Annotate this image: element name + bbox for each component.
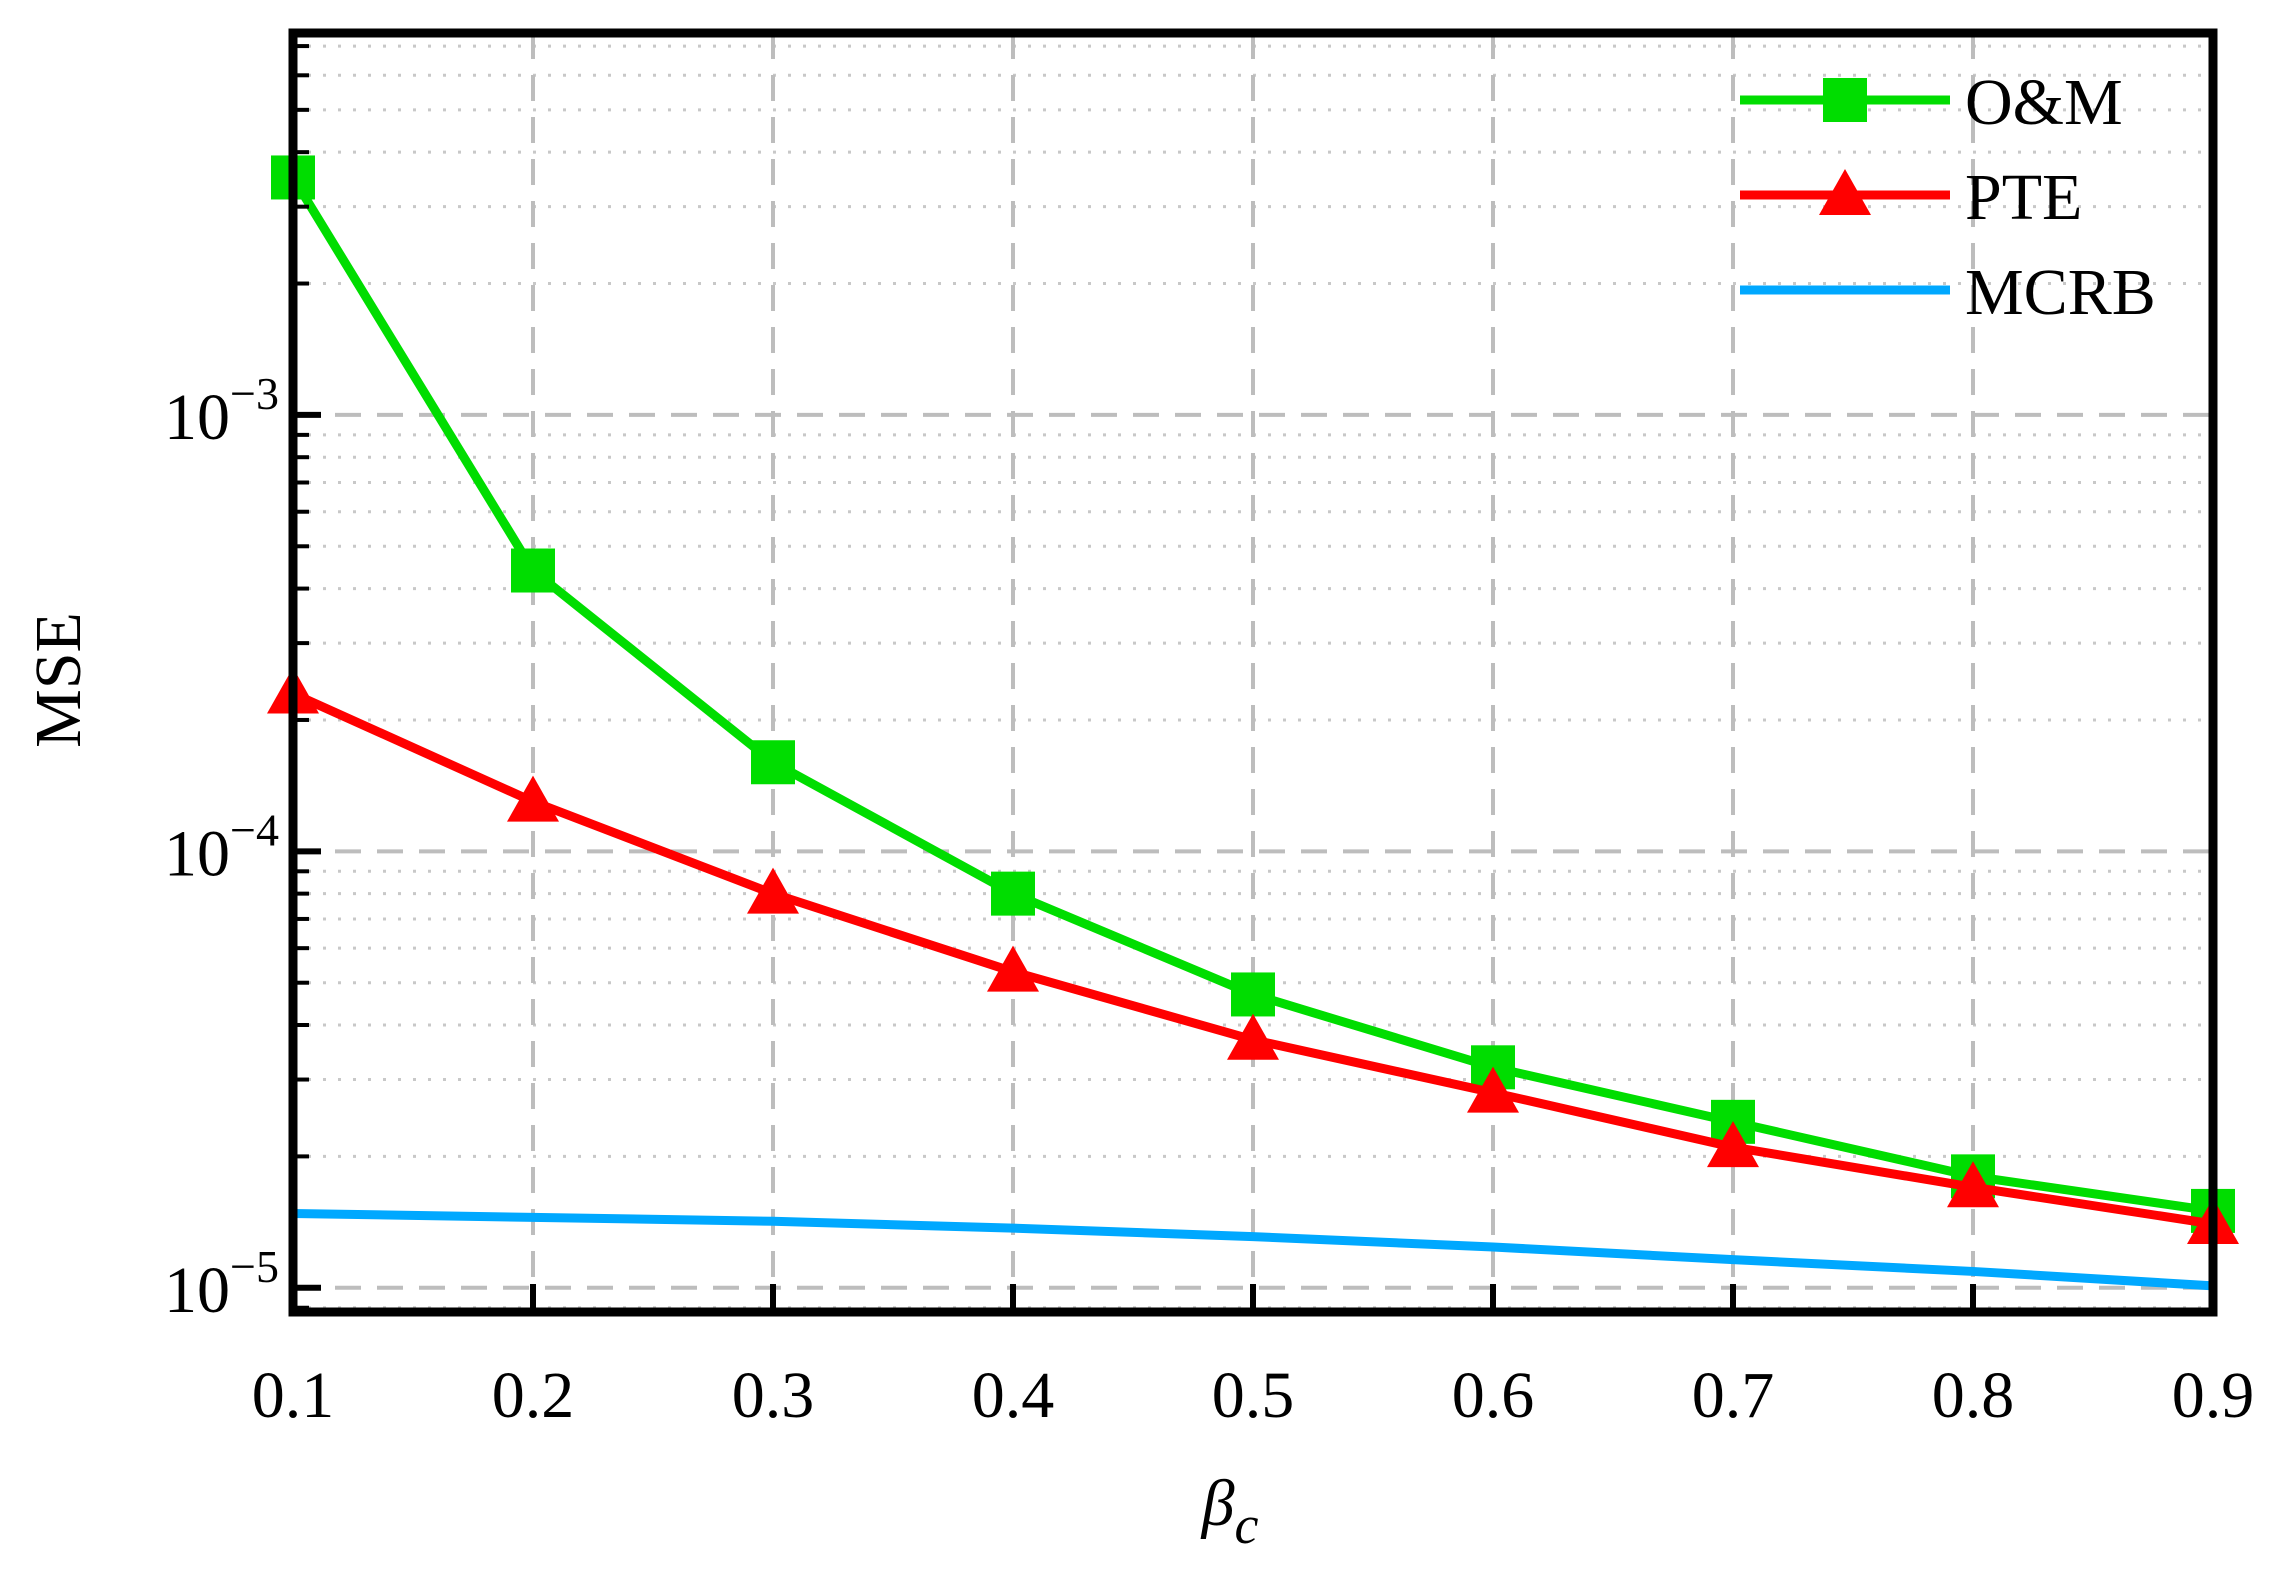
legend-entry-0: O&M xyxy=(1740,66,2123,139)
x-tick-label-2: 0.3 xyxy=(732,1359,815,1432)
x-axis-title-symbol: β xyxy=(1200,1467,1235,1540)
data-point-1-7 xyxy=(1947,1161,1999,1208)
x-tick-label-0: 0.1 xyxy=(252,1359,335,1432)
x-tick-labels: 0.1 0.2 0.3 0.4 0.5 0.6 0.7 0.8 0.9 xyxy=(252,1359,2255,1432)
legend-swatch-marker-0 xyxy=(1823,78,1867,122)
legend-entry-1: PTE xyxy=(1740,161,2082,234)
series-o-m xyxy=(271,155,2235,1233)
series-line-2 xyxy=(292,1208,2214,1291)
y-axis-title: MSE xyxy=(22,612,95,748)
x-tick-label-3: 0.4 xyxy=(972,1359,1055,1432)
major-grid xyxy=(293,33,2213,1312)
legend-swatch-marker-1 xyxy=(1819,169,1871,215)
data-point-0-1 xyxy=(511,548,555,593)
y-tick-label-1: 10−4 xyxy=(164,804,279,890)
legend-label-1: PTE xyxy=(1965,161,2082,234)
y-tick-label-exponent: −3 xyxy=(230,368,279,419)
data-point-1-6 xyxy=(1707,1121,1759,1168)
legend-label-0: O&M xyxy=(1965,66,2123,139)
y-tick-labels: 10−510−410−3 xyxy=(164,368,279,1327)
series-layer xyxy=(267,155,2239,1291)
y-tick-label-exponent: −4 xyxy=(230,804,279,855)
x-tick-label-5: 0.6 xyxy=(1452,1359,1535,1432)
y-tick-label-base: 10 xyxy=(164,817,230,890)
x-tick-label-1: 0.2 xyxy=(492,1359,575,1432)
y-tick-label-base: 10 xyxy=(164,381,230,454)
data-point-0-3 xyxy=(991,871,1035,916)
x-tick-label-6: 0.7 xyxy=(1692,1359,1775,1432)
legend-entry-2: MCRB xyxy=(1740,256,2156,329)
y-tick-label-base: 10 xyxy=(164,1254,230,1327)
x-axis-title: βc xyxy=(1200,1467,1259,1555)
data-point-0-2 xyxy=(751,740,795,785)
data-point-1-1 xyxy=(507,775,559,822)
data-point-1-2 xyxy=(747,867,799,914)
axis-ticks xyxy=(290,44,2216,1312)
data-point-1-3 xyxy=(987,945,1039,992)
y-tick-label-2: 10−3 xyxy=(164,368,279,454)
data-point-0-4 xyxy=(1231,972,1275,1017)
x-tick-label-8: 0.9 xyxy=(2172,1359,2255,1432)
data-point-1-4 xyxy=(1227,1013,1279,1060)
legend-label-2: MCRB xyxy=(1965,256,2156,329)
y-tick-label-exponent: −5 xyxy=(230,1241,279,1292)
x-tick-label-7: 0.8 xyxy=(1932,1359,2015,1432)
x-tick-label-4: 0.5 xyxy=(1212,1359,1295,1432)
x-axis-title-subscript: c xyxy=(1234,1495,1258,1555)
y-tick-label-0: 10−5 xyxy=(164,1241,279,1327)
series-mcrb xyxy=(292,1208,2214,1291)
data-point-1-5 xyxy=(1467,1066,1519,1113)
legend: O&M PTE MCRB xyxy=(1740,66,2156,329)
